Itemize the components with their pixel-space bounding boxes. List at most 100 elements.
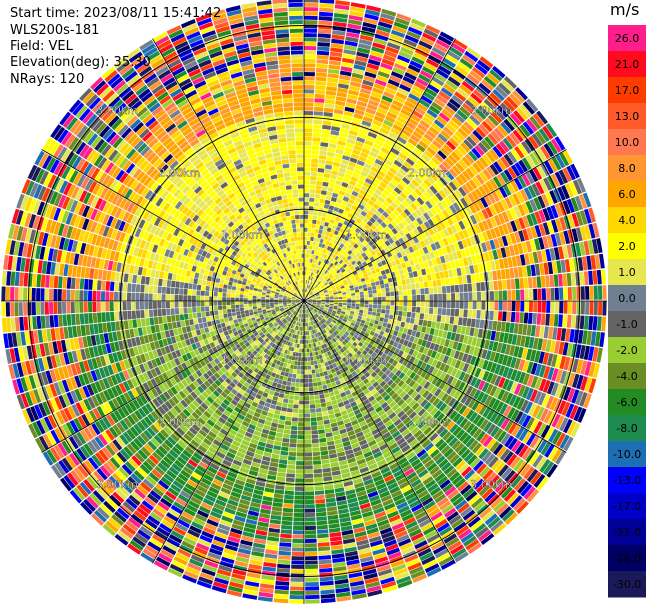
velocity-gate	[384, 435, 394, 443]
velocity-gate	[361, 368, 368, 375]
velocity-gate	[312, 456, 321, 461]
velocity-gate	[517, 346, 524, 359]
velocity-gate	[500, 156, 510, 169]
velocity-gate	[394, 247, 400, 254]
velocity-gate	[344, 338, 349, 344]
velocity-gate	[417, 420, 427, 429]
velocity-gate	[456, 267, 462, 276]
velocity-gate	[369, 409, 377, 417]
velocity-gate	[503, 332, 509, 344]
velocity-gate	[352, 117, 362, 124]
velocity-gate	[305, 573, 319, 578]
velocity-gate	[364, 192, 372, 200]
velocity-gate	[264, 402, 271, 408]
velocity-gate	[358, 155, 367, 163]
velocity-gate	[442, 355, 450, 364]
velocity-gate	[333, 13, 349, 19]
velocity-gate	[310, 267, 313, 272]
velocity-gate	[362, 22, 377, 29]
velocity-gate	[312, 128, 322, 133]
velocity-gate	[372, 42, 386, 50]
velocity-gate	[478, 484, 491, 497]
velocity-gate	[326, 227, 332, 233]
velocity-gate	[305, 551, 318, 556]
velocity-gate	[545, 248, 552, 262]
velocity-gate	[307, 313, 310, 318]
velocity-gate	[301, 322, 303, 327]
velocity-gate	[320, 313, 325, 317]
velocity-gate	[377, 207, 385, 214]
velocity-gate	[432, 490, 444, 500]
velocity-gate	[288, 451, 297, 457]
velocity-gate	[417, 489, 429, 499]
velocity-gate	[313, 309, 317, 313]
velocity-gate	[594, 331, 601, 347]
velocity-gate	[306, 313, 308, 318]
velocity-gate	[332, 362, 338, 368]
velocity-gate	[448, 253, 454, 262]
velocity-gate	[250, 555, 264, 562]
velocity-gate	[511, 424, 521, 437]
velocity-gate	[338, 337, 344, 343]
velocity-gate	[496, 342, 503, 353]
velocity-gate	[330, 43, 344, 49]
velocity-gate	[546, 381, 555, 395]
velocity-gate	[441, 160, 452, 171]
velocity-gate	[311, 286, 314, 291]
velocity-gate	[308, 321, 311, 326]
velocity-gate	[314, 283, 318, 288]
velocity-gate	[317, 270, 321, 275]
velocity-gate	[506, 367, 514, 380]
velocity-gate	[290, 382, 296, 387]
velocity-gate	[350, 77, 363, 84]
velocity-gate	[563, 287, 568, 300]
velocity-gate	[381, 95, 393, 103]
velocity-gate	[371, 269, 377, 275]
velocity-gate	[311, 430, 318, 435]
velocity-gate	[348, 572, 363, 579]
velocity-gate	[304, 305, 306, 310]
velocity-gate	[397, 280, 402, 286]
velocity-gate	[316, 269, 320, 274]
velocity-gate	[540, 313, 546, 326]
velocity-gate	[310, 339, 313, 344]
velocity-gate	[394, 225, 402, 232]
velocity-gate	[284, 358, 289, 364]
velocity-gate	[493, 352, 501, 363]
velocity-gate	[481, 349, 488, 359]
velocity-gate	[294, 491, 304, 496]
velocity-gate	[529, 389, 538, 402]
velocity-gate	[311, 145, 320, 151]
velocity-gate	[484, 453, 496, 465]
velocity-gate	[304, 339, 307, 344]
velocity-gate	[457, 127, 469, 139]
velocity-gate	[310, 421, 318, 426]
velocity-gate	[391, 190, 399, 198]
velocity-gate	[566, 244, 573, 258]
velocity-gate	[309, 280, 312, 285]
velocity-gate	[253, 538, 267, 545]
velocity-gate	[567, 287, 572, 300]
velocity-gate	[404, 72, 417, 81]
velocity-gate	[352, 478, 363, 485]
velocity-gate	[405, 278, 411, 285]
velocity-gate	[525, 240, 532, 253]
velocity-gate	[361, 269, 367, 275]
velocity-gate	[329, 139, 338, 145]
velocity-gate	[304, 512, 316, 517]
velocity-gate	[316, 215, 322, 221]
velocity-gate	[525, 171, 535, 185]
velocity-gate	[334, 487, 345, 493]
velocity-gate	[315, 305, 320, 308]
velocity-gate	[369, 378, 377, 385]
velocity-gate	[347, 298, 352, 301]
velocity-gate	[419, 194, 428, 203]
velocity-gate	[319, 238, 324, 244]
velocity-gate	[446, 451, 457, 461]
velocity-gate	[340, 123, 351, 130]
velocity-gate	[423, 91, 435, 101]
velocity-gate	[480, 310, 486, 320]
velocity-gate	[324, 316, 329, 320]
velocity-gate	[253, 489, 264, 496]
velocity-gate	[275, 373, 280, 379]
